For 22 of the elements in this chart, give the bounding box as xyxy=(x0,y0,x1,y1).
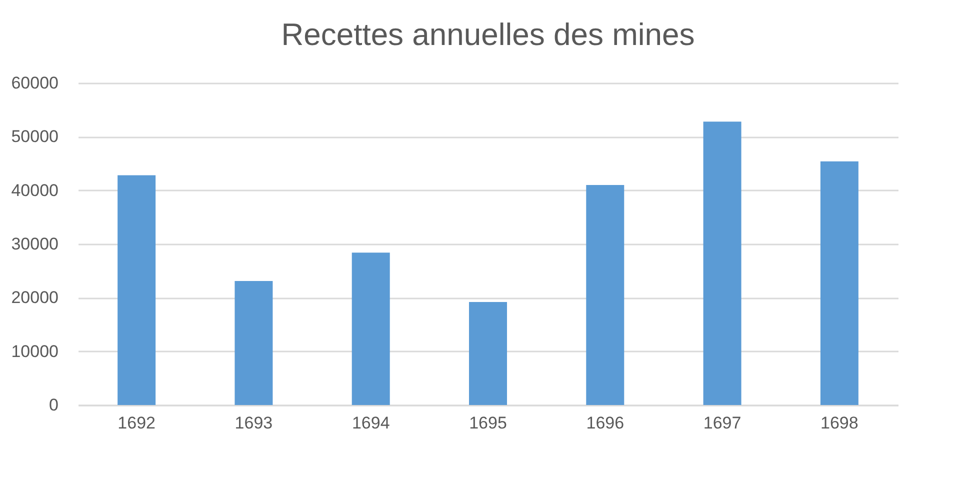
bar xyxy=(703,122,742,405)
y-tick-label: 0 xyxy=(49,396,58,414)
x-tick-label: 1696 xyxy=(586,414,624,432)
bar xyxy=(118,175,156,405)
bar xyxy=(586,184,624,405)
bar xyxy=(469,302,507,405)
x-tick-label: 1698 xyxy=(820,414,858,432)
x-tick-label: 1693 xyxy=(234,414,273,432)
bar xyxy=(820,161,858,405)
y-tick-label: 50000 xyxy=(11,127,58,146)
y-tick-label: 20000 xyxy=(11,288,58,308)
bar xyxy=(234,281,273,405)
y-tick-label: 60000 xyxy=(11,74,58,92)
y-tick-label: 40000 xyxy=(11,180,58,200)
x-tick-label: 1694 xyxy=(352,414,390,432)
chart-title: Recettes annuelles des mines xyxy=(281,17,695,52)
y-tick-label: 30000 xyxy=(11,234,58,254)
x-tick-label: 1697 xyxy=(703,414,742,432)
y-tick-label: 10000 xyxy=(11,342,58,361)
x-tick-label: 1695 xyxy=(469,414,507,432)
x-tick-label: 1692 xyxy=(118,414,156,432)
bar xyxy=(352,252,390,405)
